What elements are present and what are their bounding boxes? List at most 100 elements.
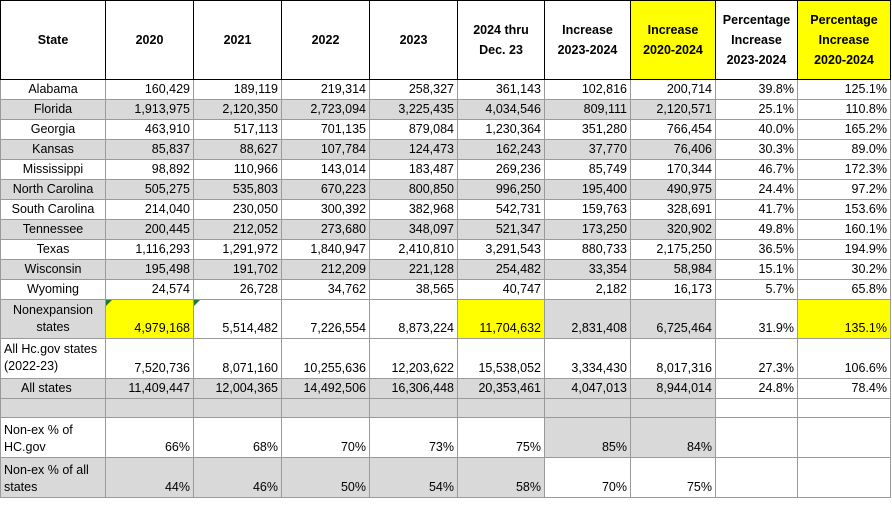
cell[interactable]: 11,704,632 [457,299,545,339]
state-cell[interactable]: South Carolina [0,199,106,220]
header-2023[interactable]: 2023 [369,0,458,80]
cell[interactable]: 382,968 [369,199,458,220]
cell[interactable]: 2,175,250 [630,239,716,260]
nonexpansion-label[interactable]: Nonexpansion states [0,299,106,339]
cell[interactable]: 230,050 [193,199,282,220]
cell[interactable]: 351,280 [544,119,631,140]
header-increase-2020-2024[interactable]: Increase 2020-2024 [630,0,716,80]
cell[interactable]: 8,017,316 [630,338,716,379]
cell[interactable]: 361,143 [457,79,545,100]
cell[interactable]: 34,762 [281,279,370,300]
cell[interactable]: 490,975 [630,179,716,200]
cell[interactable]: 24,574 [105,279,194,300]
cell[interactable]: 254,482 [457,259,545,280]
state-cell[interactable]: Tennessee [0,219,106,240]
cell[interactable]: 165.2% [797,119,891,140]
cell[interactable]: 4,034,546 [457,99,545,120]
cell[interactable]: 212,209 [281,259,370,280]
cell[interactable] [0,398,106,418]
cell[interactable]: 463,910 [105,119,194,140]
cell[interactable]: 16,173 [630,279,716,300]
all-states-label[interactable]: All states [0,378,106,399]
cell[interactable]: 49.8% [715,219,798,240]
cell[interactable]: 8,944,014 [630,378,716,399]
cell[interactable]: 7,226,554 [281,299,370,339]
cell[interactable]: 200,714 [630,79,716,100]
header-2020[interactable]: 2020 [105,0,194,80]
cell[interactable]: 173,250 [544,219,631,240]
cell[interactable] [369,398,458,418]
cell[interactable]: 5.7% [715,279,798,300]
cell[interactable]: 1,230,364 [457,119,545,140]
cell[interactable]: 348,097 [369,219,458,240]
cell[interactable]: 189,119 [193,79,282,100]
cell[interactable]: 159,763 [544,199,631,220]
cell[interactable]: 212,052 [193,219,282,240]
cell[interactable]: 1,116,293 [105,239,194,260]
cell[interactable] [797,398,891,418]
cell[interactable]: 25.1% [715,99,798,120]
cell[interactable]: 10,255,636 [281,338,370,379]
cell[interactable]: 996,250 [457,179,545,200]
cell[interactable]: 162,243 [457,139,545,160]
cell[interactable]: 2,831,408 [544,299,631,339]
cell[interactable]: 766,454 [630,119,716,140]
cell[interactable]: 4,047,013 [544,378,631,399]
cell[interactable]: 3,225,435 [369,99,458,120]
cell[interactable]: 88,627 [193,139,282,160]
cell[interactable]: 4,979,168 [105,299,194,339]
cell[interactable]: 535,803 [193,179,282,200]
cell[interactable] [544,398,631,418]
cell[interactable]: 7,520,736 [105,338,194,379]
cell[interactable]: 27.3% [715,338,798,379]
cell[interactable]: 300,392 [281,199,370,220]
cell[interactable] [193,398,282,418]
cell[interactable]: 1,913,975 [105,99,194,120]
cell[interactable]: 12,203,622 [369,338,458,379]
cell[interactable]: 191,702 [193,259,282,280]
cell[interactable]: 194.9% [797,239,891,260]
cell[interactable]: 542,731 [457,199,545,220]
cell[interactable]: 505,275 [105,179,194,200]
cell[interactable]: 75% [457,417,545,458]
cell[interactable]: 102,816 [544,79,631,100]
cell[interactable]: 85% [544,417,631,458]
cell[interactable]: 33,354 [544,259,631,280]
cell[interactable]: 85,837 [105,139,194,160]
state-cell[interactable]: Alabama [0,79,106,100]
cell[interactable]: 195,400 [544,179,631,200]
cell[interactable]: 2,410,810 [369,239,458,260]
cell[interactable]: 800,850 [369,179,458,200]
all-hcgov-label[interactable]: All Hc.gov states (2022-23) [0,338,106,379]
cell[interactable]: 809,111 [544,99,631,120]
cell[interactable]: 75% [630,457,716,498]
cell[interactable]: 26,728 [193,279,282,300]
state-cell[interactable]: Wisconsin [0,259,106,280]
cell[interactable]: 135.1% [797,299,891,339]
cell[interactable]: 8,873,224 [369,299,458,339]
cell[interactable]: 11,409,447 [105,378,194,399]
cell[interactable]: 46.7% [715,159,798,180]
cell[interactable]: 70% [281,417,370,458]
cell[interactable]: 78.4% [797,378,891,399]
cell[interactable]: 40.0% [715,119,798,140]
cell[interactable]: 24.4% [715,179,798,200]
cell[interactable]: 16,306,448 [369,378,458,399]
cell[interactable]: 58,984 [630,259,716,280]
cell[interactable]: 195,498 [105,259,194,280]
cell[interactable]: 517,113 [193,119,282,140]
cell[interactable]: 200,445 [105,219,194,240]
cell[interactable]: 24.8% [715,378,798,399]
cell[interactable]: 46% [193,457,282,498]
cell[interactable]: 153.6% [797,199,891,220]
state-cell[interactable]: Florida [0,99,106,120]
cell[interactable]: 3,291,543 [457,239,545,260]
cell[interactable]: 273,680 [281,219,370,240]
cell[interactable]: 2,182 [544,279,631,300]
cell[interactable]: 8,071,160 [193,338,282,379]
cell[interactable] [281,398,370,418]
cell[interactable]: 89.0% [797,139,891,160]
cell[interactable]: 143,014 [281,159,370,180]
header-increase-2023-2024[interactable]: Increase 2023-2024 [544,0,631,80]
cell[interactable]: 5,514,482 [193,299,282,339]
